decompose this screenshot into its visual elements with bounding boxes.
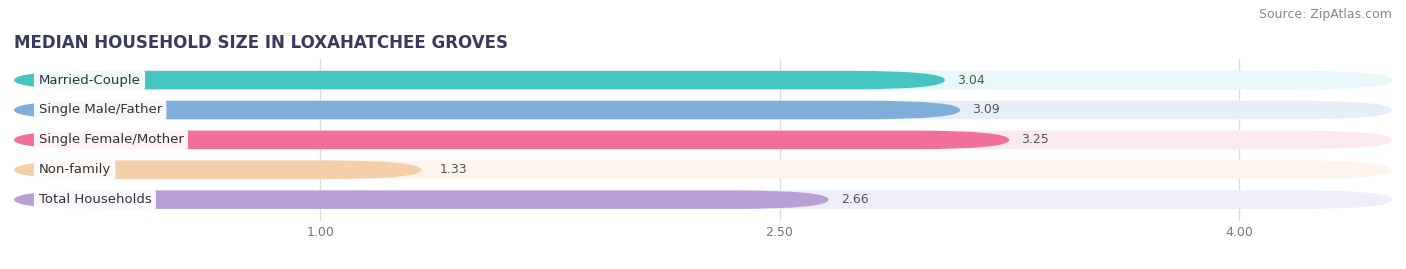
- FancyBboxPatch shape: [14, 131, 1392, 149]
- Text: 3.04: 3.04: [957, 74, 984, 87]
- Text: MEDIAN HOUSEHOLD SIZE IN LOXAHATCHEE GROVES: MEDIAN HOUSEHOLD SIZE IN LOXAHATCHEE GRO…: [14, 34, 508, 52]
- Text: Non-family: Non-family: [38, 163, 111, 176]
- FancyBboxPatch shape: [14, 101, 1392, 119]
- Text: 3.09: 3.09: [973, 104, 1000, 116]
- Text: Single Female/Mother: Single Female/Mother: [38, 133, 183, 146]
- Text: 3.25: 3.25: [1021, 133, 1049, 146]
- Text: Single Male/Father: Single Male/Father: [38, 104, 162, 116]
- Text: Source: ZipAtlas.com: Source: ZipAtlas.com: [1258, 8, 1392, 21]
- FancyBboxPatch shape: [14, 161, 422, 179]
- FancyBboxPatch shape: [14, 71, 945, 89]
- Text: 2.66: 2.66: [841, 193, 869, 206]
- FancyBboxPatch shape: [14, 190, 828, 209]
- Text: Total Households: Total Households: [38, 193, 152, 206]
- FancyBboxPatch shape: [14, 161, 1392, 179]
- FancyBboxPatch shape: [14, 101, 960, 119]
- Text: 1.33: 1.33: [440, 163, 467, 176]
- FancyBboxPatch shape: [14, 131, 1010, 149]
- Text: Married-Couple: Married-Couple: [38, 74, 141, 87]
- FancyBboxPatch shape: [14, 190, 1392, 209]
- FancyBboxPatch shape: [14, 71, 1392, 89]
